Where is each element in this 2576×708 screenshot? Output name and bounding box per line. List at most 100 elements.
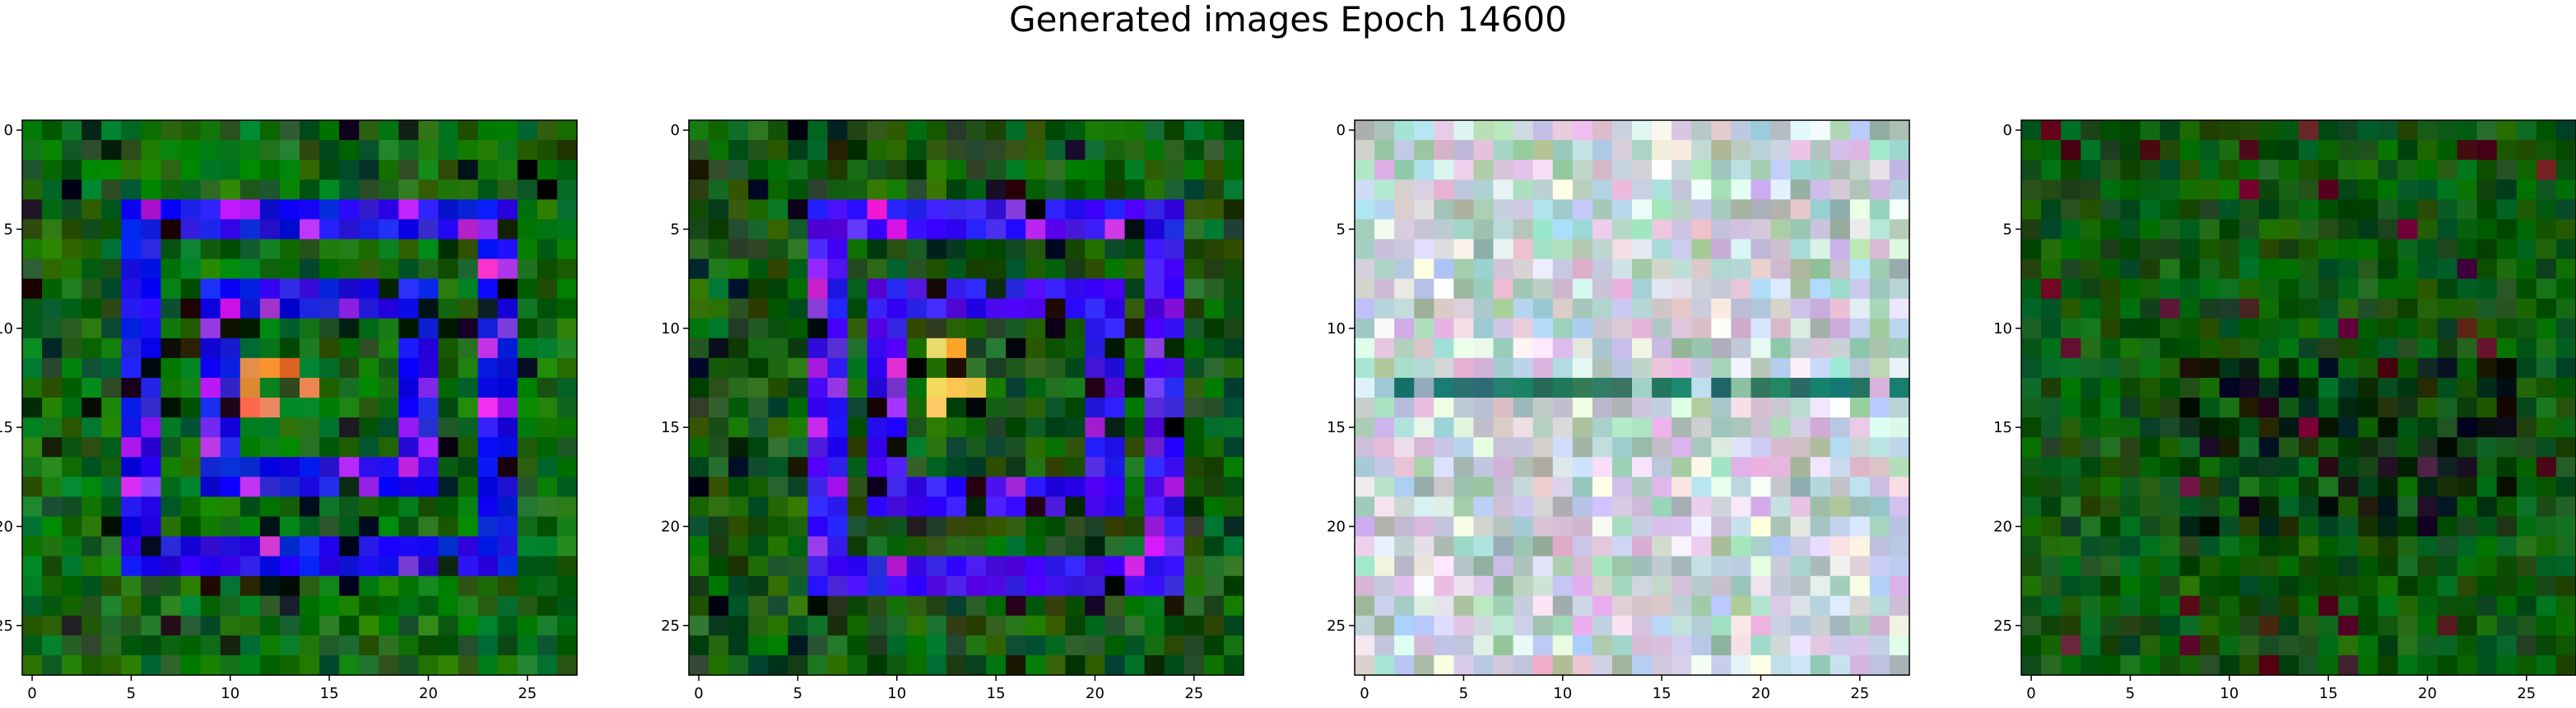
pixel-cell bbox=[1532, 615, 1554, 636]
pixel-cell bbox=[1770, 160, 1792, 180]
pixel-cell bbox=[220, 437, 241, 458]
pixel-cell bbox=[1611, 437, 1633, 458]
pixel-cell bbox=[1065, 437, 1086, 458]
pixel-cell bbox=[537, 259, 558, 280]
pixel-cell bbox=[2299, 120, 2319, 141]
pixel-cell bbox=[180, 477, 202, 497]
pixel-cell bbox=[1045, 437, 1066, 458]
pixel-cell bbox=[2160, 575, 2181, 597]
pixel-cell bbox=[477, 575, 499, 597]
pixel-cell bbox=[1830, 298, 1851, 319]
pixel-cell bbox=[1124, 516, 1146, 538]
pixel-cell bbox=[827, 179, 849, 200]
pixel-cell bbox=[1045, 595, 1066, 617]
pixel-cell bbox=[2021, 219, 2042, 240]
pixel-cell bbox=[1532, 477, 1554, 497]
pixel-cell bbox=[2120, 654, 2141, 676]
pixel-cell bbox=[1006, 357, 1026, 379]
pixel-cell bbox=[239, 120, 261, 141]
pixel-cell bbox=[438, 298, 459, 319]
pixel-cell bbox=[1611, 278, 1633, 300]
pixel-cell bbox=[2516, 635, 2537, 656]
pixel-cell bbox=[946, 556, 967, 577]
pixel-cell bbox=[279, 239, 300, 260]
pixel-cell bbox=[1672, 457, 1692, 477]
pixel-cell bbox=[1203, 199, 1225, 220]
pixel-cell bbox=[1434, 377, 1454, 398]
pixel-cell bbox=[1453, 516, 1475, 538]
pixel-cell bbox=[1552, 556, 1574, 577]
pixel-cell bbox=[1025, 377, 1046, 398]
pixel-cell bbox=[807, 239, 829, 260]
pixel-cell bbox=[141, 179, 162, 200]
pixel-cell bbox=[966, 357, 987, 379]
pixel-cell bbox=[180, 457, 202, 477]
pixel-cell bbox=[517, 417, 538, 438]
pixel-cell bbox=[1532, 338, 1554, 359]
pixel-cell bbox=[728, 536, 749, 557]
pixel-cell bbox=[1434, 536, 1454, 557]
pixel-cell bbox=[259, 160, 281, 180]
pixel-cell bbox=[867, 437, 888, 458]
pixel-cell bbox=[1414, 516, 1434, 538]
pixel-cell bbox=[2476, 259, 2498, 280]
pixel-cell bbox=[2061, 160, 2081, 180]
pixel-cell bbox=[2140, 120, 2161, 141]
pixel-cell bbox=[2496, 179, 2518, 200]
pixel-cell bbox=[1810, 477, 1831, 497]
pixel-cell bbox=[259, 377, 281, 398]
pixel-cell bbox=[1124, 635, 1146, 656]
pixel-cell bbox=[1006, 635, 1026, 656]
pixel-cell bbox=[807, 278, 829, 300]
pixel-cell bbox=[1810, 417, 1831, 438]
pixel-cell bbox=[1632, 556, 1653, 577]
pixel-cell bbox=[1611, 199, 1633, 220]
pixel-cell bbox=[2358, 338, 2378, 359]
pixel-cell bbox=[1203, 516, 1225, 538]
pixel-cell bbox=[2140, 259, 2161, 280]
pixel-cell bbox=[477, 140, 499, 161]
pixel-cell bbox=[768, 536, 788, 557]
pixel-cell bbox=[1611, 219, 1633, 240]
pixel-cell bbox=[279, 199, 300, 220]
pixel-cell bbox=[339, 219, 360, 240]
pixel-cell bbox=[2338, 575, 2359, 597]
x-tick-label: 15 bbox=[1653, 685, 1672, 702]
pixel-cell bbox=[2555, 575, 2576, 597]
pixel-cell bbox=[2120, 219, 2141, 240]
pixel-cell bbox=[709, 654, 729, 676]
pixel-cell bbox=[2378, 536, 2398, 557]
pixel-cell bbox=[966, 556, 987, 577]
pixel-cell bbox=[1869, 160, 1890, 180]
pixel-cell bbox=[2338, 298, 2359, 319]
pixel-cell bbox=[2021, 239, 2042, 260]
pixel-cell bbox=[141, 239, 162, 260]
pixel-cell bbox=[1889, 377, 1910, 398]
pixel-cell bbox=[2318, 516, 2339, 538]
pixel-cell bbox=[2516, 219, 2537, 240]
pixel-cell bbox=[398, 457, 420, 477]
pixel-cell bbox=[42, 318, 63, 339]
pixel-cell bbox=[886, 496, 908, 518]
pixel-cell bbox=[62, 398, 82, 418]
pixel-cell bbox=[2199, 239, 2220, 260]
pixel-cell bbox=[807, 259, 829, 280]
pixel-cell bbox=[2476, 654, 2498, 676]
pixel-cell bbox=[2041, 179, 2062, 200]
pixel-cell bbox=[709, 357, 729, 379]
pixel-cell bbox=[867, 457, 888, 477]
pixel-cell bbox=[867, 318, 888, 339]
pixel-cell bbox=[1849, 516, 1871, 538]
pixel-cell bbox=[239, 417, 261, 438]
pixel-cell bbox=[886, 278, 908, 300]
pixel-cell bbox=[2476, 239, 2498, 260]
pixel-cell bbox=[1572, 556, 1593, 577]
pixel-cell bbox=[1572, 160, 1593, 180]
pixel-cell bbox=[2061, 377, 2081, 398]
pixel-cell bbox=[2100, 615, 2121, 636]
pixel-cell bbox=[556, 516, 578, 538]
pixel-cell bbox=[1532, 298, 1554, 319]
pixel-cell bbox=[81, 199, 102, 220]
pixel-cell bbox=[2516, 516, 2537, 538]
pixel-cell bbox=[1144, 516, 1165, 538]
